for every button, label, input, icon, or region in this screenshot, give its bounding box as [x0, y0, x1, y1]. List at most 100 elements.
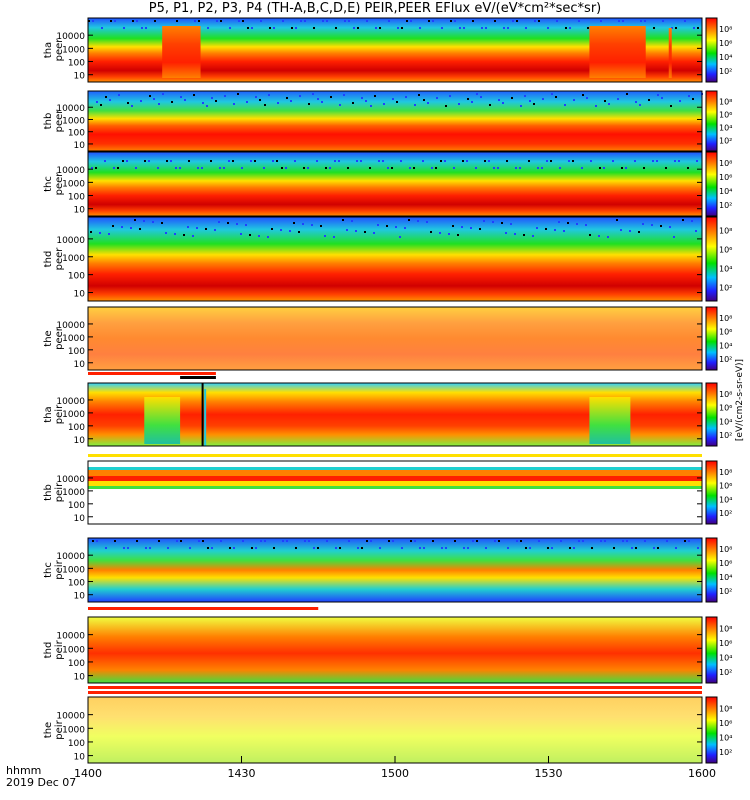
noise-speck [444, 160, 446, 162]
y-tick-label: 10000 [56, 632, 85, 642]
noise-speck [264, 540, 266, 542]
noise-speck [105, 96, 107, 98]
noise-speck [533, 103, 535, 105]
noise-speck [426, 221, 428, 223]
noise-speck [644, 540, 646, 542]
noise-speck [558, 221, 560, 223]
panel-label: thd [43, 642, 54, 659]
noise-speck [480, 96, 482, 98]
noise-speck [507, 547, 509, 549]
y-tick-label: 10000 [56, 712, 85, 722]
noise-speck [211, 547, 213, 549]
noise-speck [563, 230, 565, 232]
noise-speck [673, 236, 675, 238]
noise-speck [282, 540, 284, 542]
noise-speck [291, 27, 293, 29]
noise-speck [520, 105, 522, 107]
colorbar-tick-label: 10⁴ [719, 573, 732, 582]
colorbar-tick-label: 10⁶ [719, 482, 732, 491]
noise-speck [216, 20, 218, 22]
noise-speck [316, 160, 318, 162]
noise-speck [423, 547, 425, 549]
colorbar [705, 696, 718, 764]
noise-speck [671, 27, 673, 29]
noise-speck [589, 234, 591, 236]
noise-speck [245, 224, 247, 226]
noise-speck [414, 540, 416, 542]
noise-speck [670, 105, 672, 107]
noise-speck [515, 167, 517, 169]
panel-frame [87, 382, 703, 447]
noise-speck [286, 97, 288, 99]
noise-speck [317, 98, 319, 100]
noise-speck [344, 20, 346, 22]
colorbar-tick-label: 10⁶ [719, 719, 732, 728]
noise-speck [232, 160, 234, 162]
noise-speck [144, 160, 146, 162]
noise-speck [524, 95, 526, 97]
noise-speck [675, 27, 677, 29]
noise-speck [520, 540, 522, 542]
noise-speck [233, 103, 235, 105]
noise-speck [534, 20, 536, 22]
noise-speck [631, 547, 633, 549]
noise-speck [171, 101, 173, 103]
noise-speck [105, 547, 107, 549]
noise-speck [307, 167, 309, 169]
noise-speck [165, 232, 167, 234]
noise-speck [130, 227, 132, 229]
colorbar-tick-label: 10⁸ [719, 227, 732, 236]
noise-speck [608, 103, 610, 105]
noise-speck [202, 102, 204, 104]
spectrogram-panel [88, 538, 702, 602]
spectrogram-panel [88, 91, 702, 151]
noise-speck [311, 224, 313, 226]
noise-speck [512, 20, 514, 22]
noise-speck [620, 229, 622, 231]
noise-speck [657, 547, 659, 549]
noise-speck [498, 540, 500, 542]
noise-speck [545, 228, 547, 230]
status-bar [88, 372, 216, 375]
noise-speck [365, 100, 367, 102]
noise-speck [643, 167, 645, 169]
noise-speck [409, 167, 411, 169]
noise-speck [679, 100, 681, 102]
noise-speck [392, 540, 394, 542]
noise-speck [334, 160, 336, 162]
noise-speck [467, 547, 469, 549]
y-tick-label: 1000 [62, 565, 85, 575]
colorbar-tick-label: 10⁶ [719, 39, 732, 48]
noise-speck [152, 221, 154, 223]
noise-speck [215, 100, 217, 102]
noise-speck [638, 231, 640, 233]
noise-speck [139, 228, 141, 230]
data-gap-line [201, 383, 204, 446]
noise-speck [308, 540, 310, 542]
noise-speck [145, 547, 147, 549]
colorbar-tick-label: 10⁴ [719, 653, 732, 662]
y-tick-label: 10 [74, 753, 86, 763]
noise-speck [502, 102, 504, 104]
y-tick-label: 10 [74, 673, 86, 683]
noise-speck [304, 540, 306, 542]
colorbar-tick-label: 10⁸ [719, 468, 732, 477]
panel-label: thc [43, 562, 54, 578]
panel-label: peir [54, 639, 65, 659]
noise-speck [271, 228, 273, 230]
noise-speck [475, 167, 477, 169]
noise-speck [541, 167, 543, 169]
noise-speck [586, 97, 588, 99]
y-tick-label: 10 [74, 360, 86, 370]
noise-speck [692, 98, 694, 100]
noise-speck [547, 27, 549, 29]
noise-speck [379, 27, 381, 29]
noise-speck [414, 104, 416, 106]
noise-speck [516, 20, 518, 22]
noise-speck [136, 540, 138, 542]
noise-speck [397, 27, 399, 29]
noise-speck [401, 547, 403, 549]
noise-speck [470, 227, 472, 229]
noise-speck [494, 540, 496, 542]
